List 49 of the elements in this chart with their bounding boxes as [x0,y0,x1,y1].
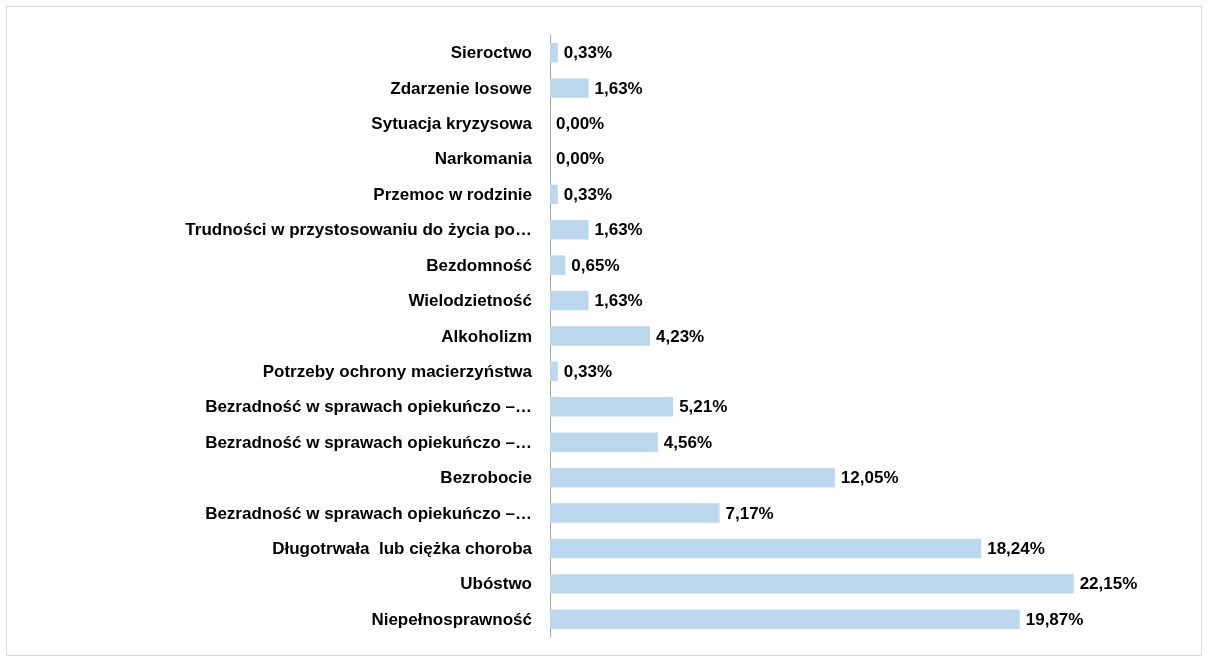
y-tick-label: Długotrwała lub ciężka choroba [272,538,533,558]
bar [550,78,589,98]
data-label: 0,33% [563,184,612,204]
data-label: 0,33% [563,361,612,381]
y-tick-label: Sytuacja kryzysowa [371,114,533,134]
bar [550,184,558,205]
bar [550,326,650,346]
y-tick-label: Wielodzietność [408,291,532,311]
bar [550,397,674,417]
bar [550,290,589,311]
bar [550,574,1074,594]
bar [550,467,835,488]
bar [550,220,589,240]
bar [550,255,566,275]
data-label: 22,15% [1079,574,1138,594]
bar [550,503,720,523]
y-tick-label: Alkoholizm [441,326,532,346]
y-tick-label: Potrzeby ochrony macierzyństwa [262,361,533,381]
data-label: 4,23% [656,326,705,346]
data-label: 1,63% [594,291,643,311]
bar [550,609,1020,630]
data-label: 0,33% [563,43,612,63]
y-tick-label: Trudności w przystosowaniu do życia po… [185,220,532,240]
y-tick-label: Sieroctwo [450,43,532,63]
bar [550,42,558,63]
y-tick-label: Bezrobocie [440,468,532,488]
data-label: 0,00% [556,149,605,169]
y-tick-label: Zdarzenie losowe [390,78,532,98]
data-label: 7,17% [725,503,774,523]
data-label: 0,65% [571,255,620,275]
y-tick-label: Bezdomność [426,255,532,275]
y-tick-label: Przemoc w rodzinie [373,184,532,204]
data-label: 5,21% [679,397,728,417]
data-label: 12,05% [840,468,899,488]
data-label: 18,24% [987,538,1045,558]
bar [550,432,658,452]
y-tick-label: Bezradność w sprawach opiekuńczo –… [205,432,532,452]
y-tick-label: Bezradność w sprawach opiekuńczo –… [205,503,532,523]
y-tick-label: Bezradność w sprawach opiekuńczo –… [205,397,532,417]
y-tick-label: Niepełnosprawność [371,609,532,629]
data-label: 1,63% [594,220,643,240]
y-tick-label: Narkomania [434,149,533,169]
data-label: 0,00% [556,114,605,134]
y-tick-label: Ubóstwo [460,574,532,594]
data-label: 19,87% [1025,609,1084,629]
data-label: 4,56% [663,432,712,452]
bar [550,538,982,559]
data-label: 1,63% [594,78,643,98]
bar [550,361,558,382]
